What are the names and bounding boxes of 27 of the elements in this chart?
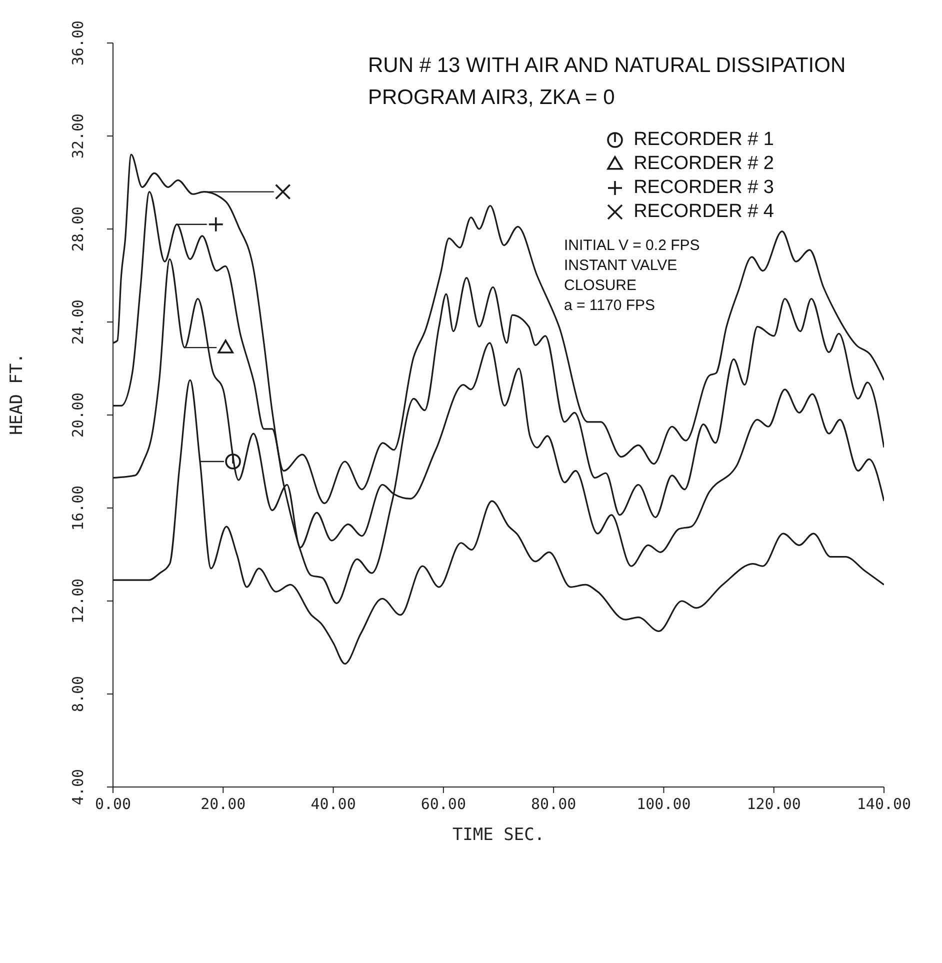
text: PROGRAM AIR3, ZKA = 0 <box>368 85 616 111</box>
y-tick-label: 32.00 <box>69 113 87 159</box>
y-tick-label: 4.00 <box>69 768 87 806</box>
y-tick-label: 20.00 <box>69 392 87 438</box>
x-tick-label: 100.00 <box>636 795 691 813</box>
x-tick-label: 60.00 <box>420 795 466 813</box>
y-tick-label: 28.00 <box>69 206 87 252</box>
y-tick-label: 36.00 <box>69 20 87 66</box>
x-axis-title: TIME SEC. <box>452 825 545 845</box>
y-tick-label: 12.00 <box>69 578 87 624</box>
text: RUN # 13 WITH AIR AND NATURAL DISSIPATION <box>368 53 846 79</box>
legend-label: RECORDER # 3 <box>634 176 774 200</box>
x-tick-label: 20.00 <box>200 795 246 813</box>
y-tick-label: 8.00 <box>69 676 87 712</box>
y-axis-title: HEAD FT. <box>7 353 28 435</box>
y-tick-label: 24.00 <box>69 299 87 345</box>
x-tick-label: 0.00 <box>94 795 132 813</box>
y-tick-label: 16.00 <box>69 485 87 531</box>
legend-label: RECORDER # 4 <box>634 200 774 224</box>
legend-label: RECORDER # 1 <box>634 128 774 152</box>
annotation: INITIAL V = 0.2 FPS <box>564 236 701 256</box>
annotation: a = 1170 FPS <box>564 296 656 316</box>
x-tick-label: 140.00 <box>856 795 912 813</box>
x-tick-label: 120.00 <box>746 795 801 813</box>
legend-label: RECORDER # 2 <box>634 152 774 176</box>
x-tick-label: 40.00 <box>310 795 356 813</box>
x-tick-label: 80.00 <box>530 795 576 813</box>
